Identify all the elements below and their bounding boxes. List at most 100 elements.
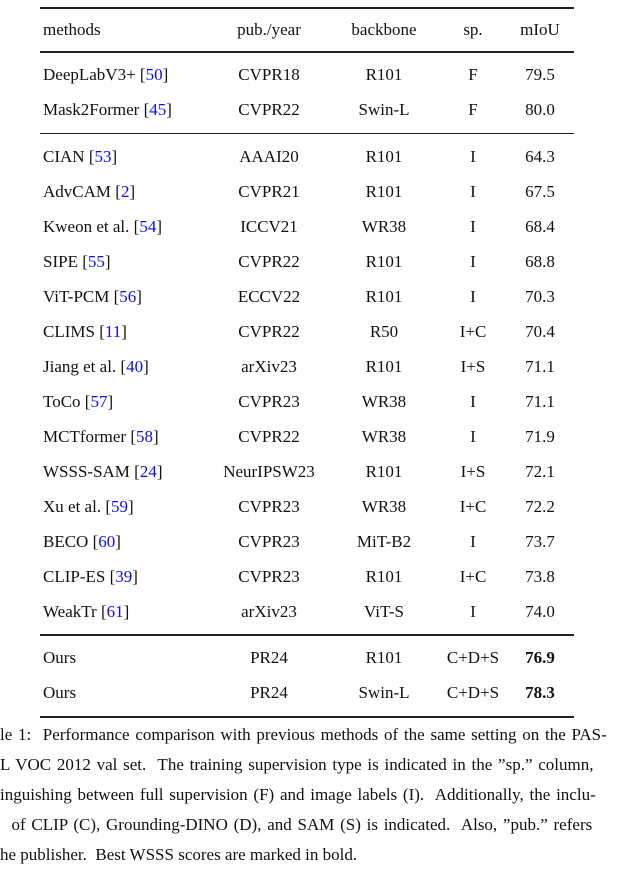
cell-backbone: R101 xyxy=(365,566,403,586)
table-row: Jiang et al. [40] arXiv23 R101 I+S 71.1 xyxy=(40,349,574,384)
cell-pub-year: NeurIPSW23 xyxy=(223,461,315,481)
cell-method: Kweon et al. [54] xyxy=(40,217,210,237)
col-header-pub-year: pub./year xyxy=(237,20,301,39)
method-name: Kweon et al. xyxy=(43,216,130,236)
citation-link[interactable]: 56 xyxy=(119,286,137,306)
cell-backbone: WR38 xyxy=(361,391,407,411)
cell-backbone: R50 xyxy=(369,321,399,341)
citation-link[interactable]: 54 xyxy=(139,216,157,236)
cell-backbone: R101 xyxy=(365,146,403,166)
cell-sp: I xyxy=(470,181,476,201)
table-group-fully-supervised: DeepLabV3+ [50] CVPR18 R101 F 79.5 Mask2… xyxy=(40,53,574,133)
citation-link[interactable]: 45 xyxy=(149,100,167,119)
cell-sp: I+C xyxy=(459,566,487,586)
cell-pub-year: CVPR23 xyxy=(238,391,300,411)
cell-method: SIPE [55] xyxy=(40,252,210,272)
cell-miou: 71.9 xyxy=(525,426,555,446)
table-row: ViT-PCM [56] ECCV22 R101 I 70.3 xyxy=(40,279,574,314)
table-group-ours: Ours [] PR24 R101 C+D+S 76.9 Ours [] PR2… xyxy=(40,636,574,716)
caption-line: of CLIP (C), Grounding-DINO (D), and SAM… xyxy=(0,815,593,834)
citation-link[interactable]: 55 xyxy=(87,251,105,271)
table-row: MCTformer [58] CVPR22 WR38 I 71.9 xyxy=(40,419,574,454)
method-name: Ours xyxy=(43,648,77,667)
cell-backbone: R101 xyxy=(365,65,403,84)
caption-line: inguishing between full supervision (F) … xyxy=(0,785,596,804)
cell-pub-year: arXiv23 xyxy=(241,601,297,621)
table-mid-rule-1 xyxy=(40,132,574,134)
results-table: methods pub./year backbone sp. mIoU Deep… xyxy=(40,7,574,718)
cell-miou: 70.4 xyxy=(525,321,555,341)
cell-sp: F xyxy=(468,65,478,84)
table-row: SIPE [55] CVPR22 R101 I 68.8 xyxy=(40,244,574,279)
table-row: WSSS-SAM [24] NeurIPSW23 R101 I+S 72.1 xyxy=(40,454,574,489)
method-name: Jiang et al. xyxy=(43,356,117,376)
cell-pub-year: CVPR18 xyxy=(238,65,300,84)
cell-backbone: R101 xyxy=(365,356,403,376)
cell-pub-year: CVPR22 xyxy=(238,321,300,341)
cell-method: Ours [] xyxy=(40,683,210,703)
citation-link[interactable]: 53 xyxy=(94,146,112,166)
cell-miou: 73.7 xyxy=(525,531,555,551)
cell-sp: I xyxy=(470,601,476,621)
citation-link[interactable]: 50 xyxy=(145,65,163,84)
citation-link[interactable]: 57 xyxy=(90,391,108,411)
citation-link[interactable]: 60 xyxy=(98,531,116,551)
citation-bracket: [24] xyxy=(129,461,163,481)
cell-method: WeakTr [61] xyxy=(40,602,210,622)
citation-link[interactable]: 40 xyxy=(126,356,144,376)
citation-link[interactable]: 61 xyxy=(106,601,124,621)
cell-miou: 78.3 xyxy=(525,683,555,702)
citation-link[interactable]: 11 xyxy=(104,321,122,341)
citation-bracket: [54] xyxy=(129,216,162,236)
table-header-row: methods pub./year backbone sp. mIoU xyxy=(40,9,574,51)
cell-miou: 80.0 xyxy=(525,100,555,119)
method-name: CLIMS xyxy=(43,321,95,341)
cell-miou: 64.3 xyxy=(525,146,555,166)
table-row: CLIMS [11] CVPR22 R50 I+C 70.4 xyxy=(40,314,574,349)
col-header-miou: mIoU xyxy=(520,20,560,39)
citation-link[interactable]: 39 xyxy=(115,566,133,586)
citation-bracket: [61] xyxy=(96,601,130,621)
citation-link[interactable]: 59 xyxy=(111,496,128,516)
cell-sp: I+S xyxy=(460,461,486,481)
cell-sp: I xyxy=(470,251,476,271)
citation-link[interactable]: 58 xyxy=(136,426,154,446)
table-row: Xu et al. [59] CVPR23 WR38 I+C 72.2 xyxy=(40,489,574,524)
cell-backbone: R101 xyxy=(365,461,403,481)
method-name: CIAN xyxy=(43,146,85,166)
cell-pub-year: PR24 xyxy=(250,683,288,702)
method-name: Xu et al. xyxy=(43,496,102,516)
table-row: ToCo [57] CVPR23 WR38 I 71.1 xyxy=(40,384,574,419)
cell-miou: 72.1 xyxy=(525,461,555,481)
cell-sp: C+D+S xyxy=(446,648,500,667)
method-name: Mask2Former xyxy=(43,100,140,119)
cell-pub-year: CVPR22 xyxy=(238,426,300,446)
cell-method: CLIP-ES [39] xyxy=(40,567,210,587)
cell-method: ViT-PCM [56] xyxy=(40,287,210,307)
cell-method: MCTformer [58] xyxy=(40,427,210,447)
cell-pub-year: ICCV21 xyxy=(240,216,298,236)
citation-link[interactable]: 2 xyxy=(120,181,130,201)
cell-method: Mask2Former [45] xyxy=(40,100,210,120)
caption-line: he publisher. Best WSSS scores are marke… xyxy=(0,845,358,864)
cell-backbone: R101 xyxy=(365,181,403,201)
citation-link[interactable]: 24 xyxy=(139,461,157,481)
cell-sp: I+S xyxy=(460,356,486,376)
citation-bracket: [56] xyxy=(109,286,142,306)
method-name: DeepLabV3+ xyxy=(43,65,136,84)
cell-backbone: Swin-L xyxy=(358,100,410,119)
table-row: Mask2Former [45] CVPR22 Swin-L F 80.0 xyxy=(40,93,574,128)
table-row: BECO [60] CVPR23 MiT-B2 I 73.7 xyxy=(40,524,574,559)
method-name: MCTformer xyxy=(43,426,127,446)
caption-line: L VOC 2012 val set. The training supervi… xyxy=(0,755,594,774)
cell-method: ToCo [57] xyxy=(40,392,210,412)
col-header-backbone: backbone xyxy=(351,20,417,39)
cell-method: CIAN [53] xyxy=(40,147,210,167)
cell-miou: 76.9 xyxy=(525,648,555,667)
cell-pub-year: CVPR23 xyxy=(238,566,300,586)
cell-backbone: R101 xyxy=(365,286,403,306)
citation-bracket: [11] xyxy=(94,321,127,341)
cell-backbone: MiT-B2 xyxy=(356,531,412,551)
cell-pub-year: AAAI20 xyxy=(239,146,299,166)
method-name: BECO xyxy=(43,531,89,551)
